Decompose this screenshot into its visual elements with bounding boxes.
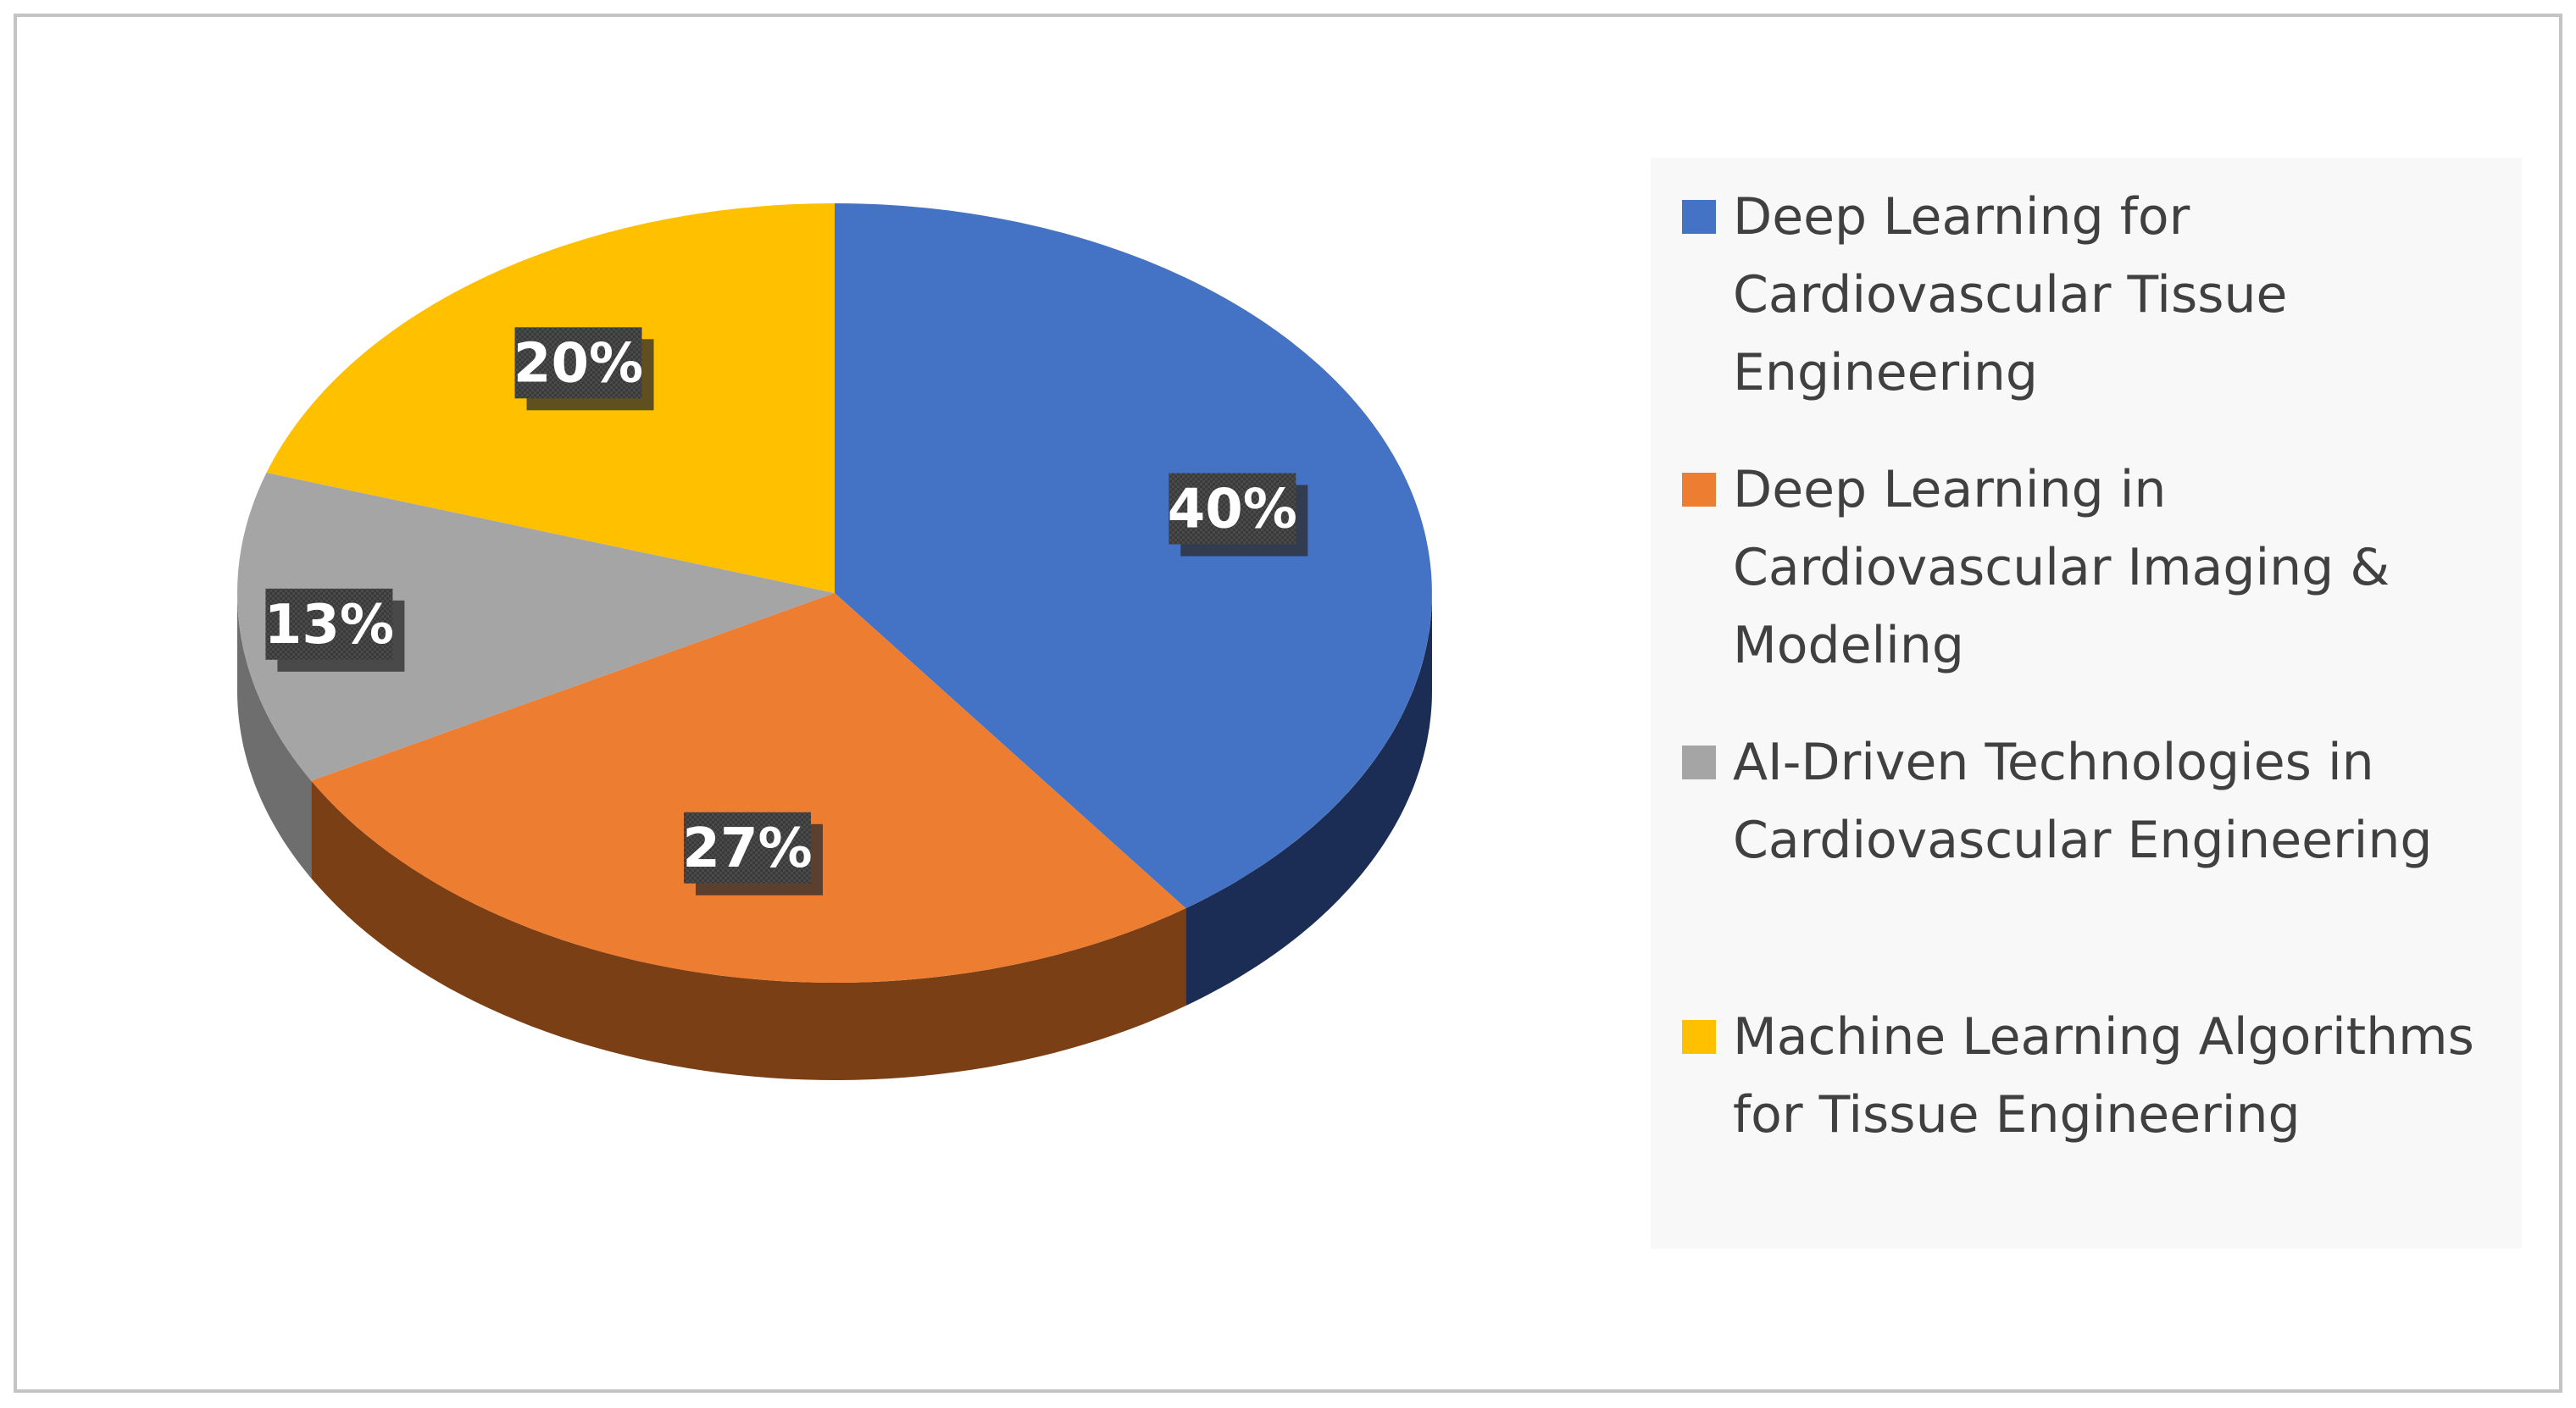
data-label-text-1: 40%	[1168, 479, 1297, 541]
legend-label-4-line-2: for Tissue Engineering	[1733, 1085, 2301, 1145]
legend-label-4-line-1: Machine Learning Algorithms	[1733, 1007, 2474, 1067]
data-label-3: 13%	[264, 588, 405, 672]
pie-side-3	[237, 593, 312, 879]
data-label-1: 40%	[1168, 473, 1308, 557]
legend-swatch-1	[1682, 200, 1716, 234]
pie-slice-1	[835, 203, 1432, 909]
legend-swatch-4	[1682, 1020, 1716, 1054]
pie-side-2	[311, 780, 1186, 1080]
pie-side-1	[1185, 593, 1432, 1006]
legend-label-3-line-2: Cardiovascular Engineering	[1733, 811, 2432, 870]
legend-item-1: Deep Learning for Cardiovascular Tissue En…	[1682, 187, 2287, 402]
legend-label-2-line-2: Cardiovascular Imaging &	[1733, 538, 2390, 597]
legend-label-1-line-2: Cardiovascular Tissue	[1733, 265, 2287, 324]
pie-slices	[237, 203, 1432, 983]
data-label-4: 20%	[514, 327, 654, 411]
pie-data-labels: 40% 27% 13% 20%	[264, 327, 1308, 895]
data-label-text-4: 20%	[514, 332, 643, 395]
legend-item-2: Deep Learning in Cardiovascular Imaging &…	[1682, 460, 2390, 675]
legend-swatch-2	[1682, 473, 1716, 507]
pie-slice-3	[237, 472, 835, 781]
data-label-2: 27%	[682, 812, 823, 895]
legend-label-3-line-1: AI-Driven Technologies in	[1733, 733, 2374, 792]
chart-legend: Deep Learning for Cardiovascular Tissue En…	[1651, 158, 2522, 1249]
legend-label-2-line-3: Modeling	[1733, 616, 1964, 675]
data-label-text-2: 27%	[682, 818, 812, 880]
legend-label-1-line-3: Engineering	[1733, 343, 2038, 402]
legend-item-3: AI-Driven Technologies in Cardiovascular …	[1682, 733, 2432, 870]
pie-3d-sides	[237, 593, 1432, 1080]
pie-slice-2	[311, 593, 1186, 983]
legend-background	[1651, 158, 2522, 1249]
data-label-text-3: 13%	[264, 594, 394, 657]
legend-label-2-line-1: Deep Learning in	[1733, 460, 2166, 519]
legend-item-4: Machine Learning Algorithms for Tissue En…	[1682, 1007, 2474, 1145]
legend-label-1-line-1: Deep Learning for	[1733, 187, 2190, 247]
legend-swatch-3	[1682, 746, 1716, 779]
